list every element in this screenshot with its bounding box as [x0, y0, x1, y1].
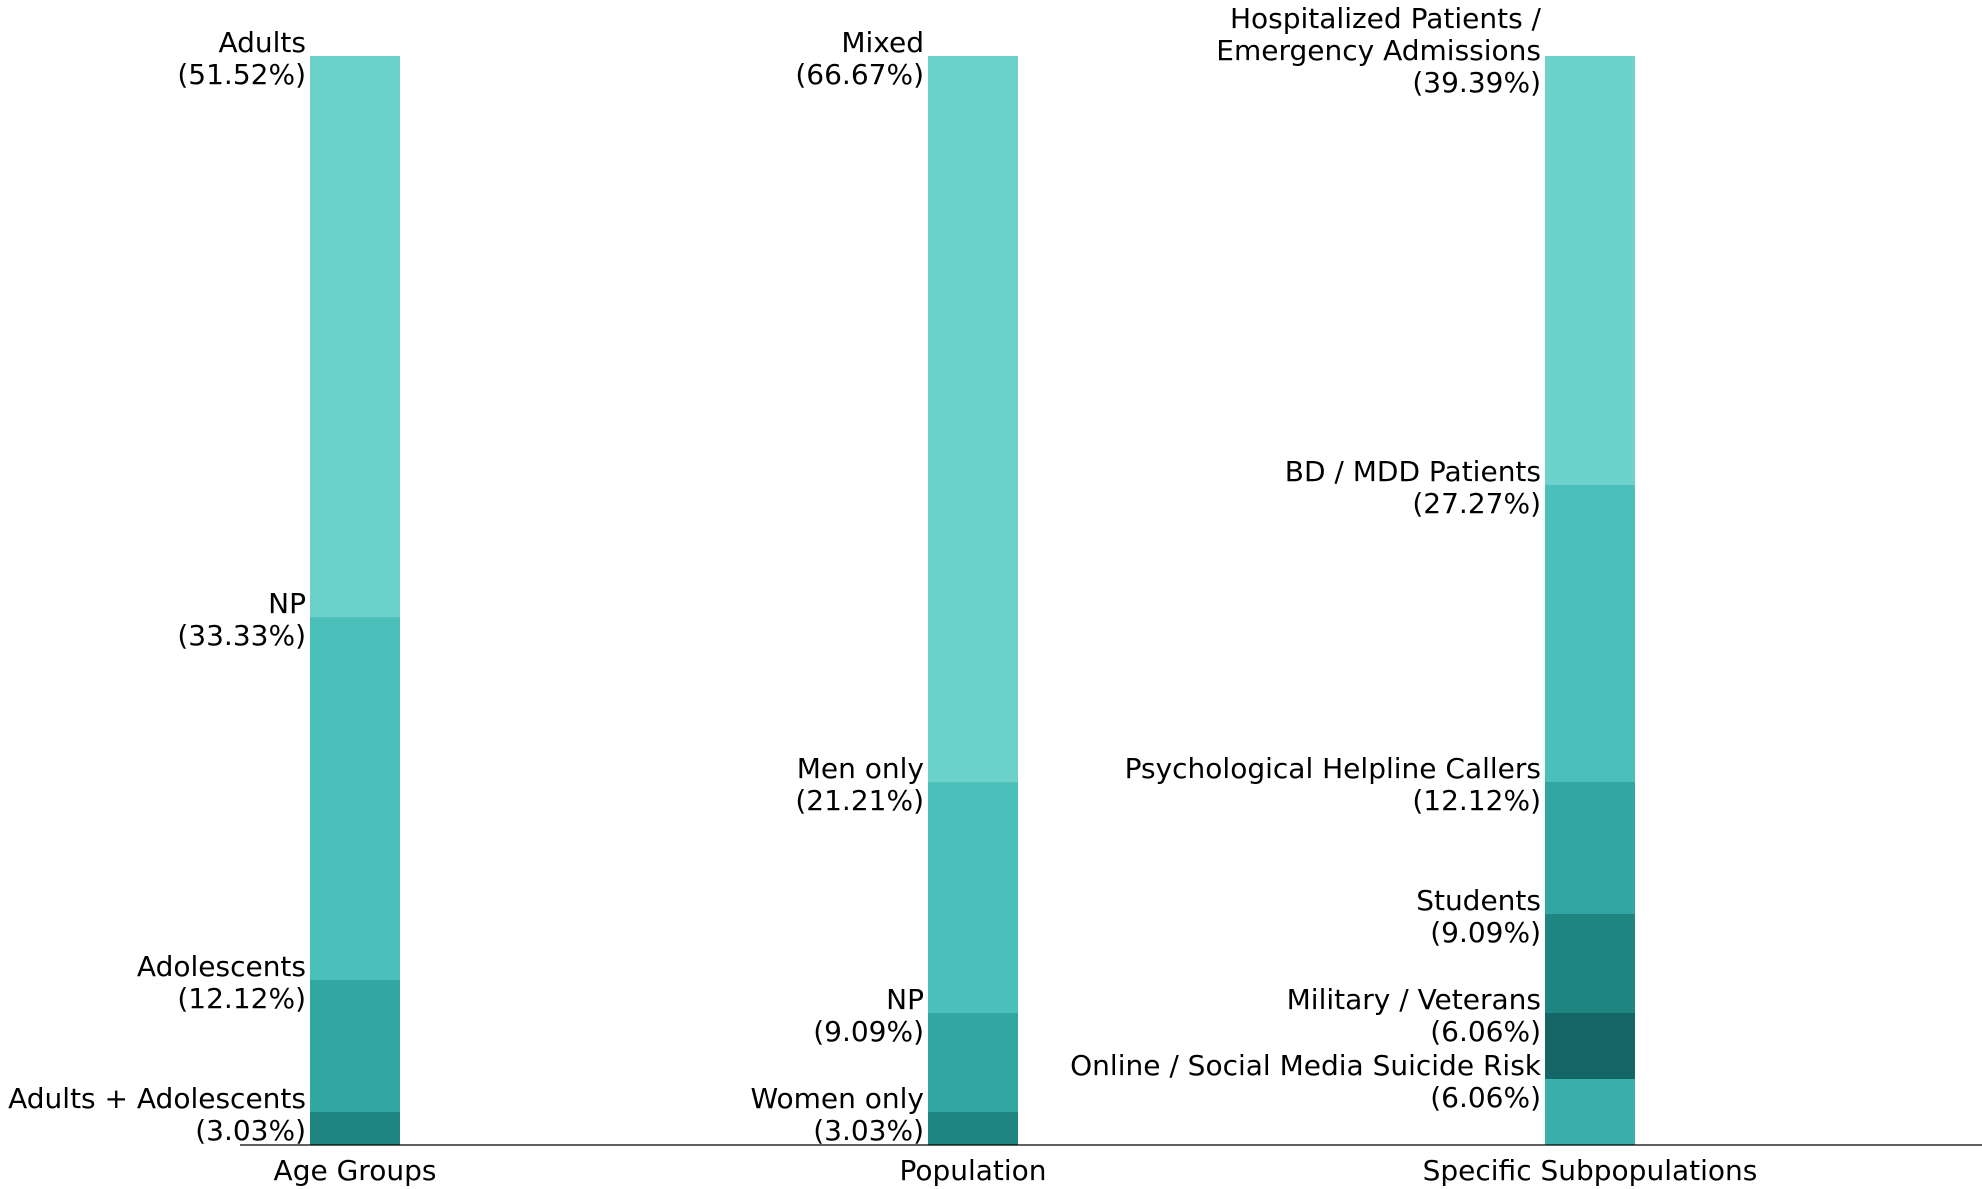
segment-percent-text: (9.09%)	[813, 1015, 924, 1048]
bar-segment-specific-subpopulations-students	[1545, 914, 1635, 1013]
category-label-age-groups: Age Groups	[274, 1154, 437, 1187]
bar-segment-population-mixed	[928, 56, 1018, 783]
segment-percent-text: (66.67%)	[795, 58, 924, 91]
segment-percent-text: (51.52%)	[177, 58, 306, 91]
segment-label-population-women-only: Women only(3.03%)	[750, 1082, 924, 1147]
segment-label-age-groups-adolescents: Adolescents(12.12%)	[137, 950, 306, 1015]
category-label-specific-subpopulations: Specific Subpopulations	[1423, 1154, 1758, 1187]
segment-percent-text: (21.21%)	[795, 784, 924, 817]
bar-segment-age-groups-adults	[310, 56, 400, 618]
bar-segment-specific-subpopulations-bd-mdd-patients	[1545, 485, 1635, 782]
bar-segment-age-groups-adults-adolescents	[310, 1112, 400, 1145]
segment-name-text: Emergency Admissions	[1216, 34, 1541, 67]
segment-name-text: Psychological Helpline Callers	[1125, 752, 1541, 785]
segment-percent-text: (12.12%)	[1412, 784, 1541, 817]
bars-layer	[310, 56, 1635, 1145]
segment-name-text: Men only	[797, 752, 924, 785]
bar-segment-population-men-only	[928, 782, 1018, 1014]
segment-percent-text: (33.33%)	[177, 619, 306, 652]
segment-name-text: Military / Veterans	[1287, 983, 1541, 1016]
labels-layer: Adults + Adolescents(3.03%)Adolescents(1…	[8, 2, 1757, 1187]
segment-label-specific-subpopulations-bd-mdd-patients: BD / MDD Patients(27.27%)	[1285, 455, 1541, 520]
segment-name-text: Students	[1416, 884, 1541, 917]
segment-percent-text: (3.03%)	[813, 1114, 924, 1147]
segment-name-text: Mixed	[841, 26, 924, 59]
segment-name-text: NP	[268, 587, 306, 620]
segment-label-specific-subpopulations-hospitalized-patients-emergency-admissions: Hospitalized Patients /Emergency Admissi…	[1216, 2, 1541, 99]
segment-name-text: Hospitalized Patients /	[1230, 2, 1542, 35]
segment-name-text: BD / MDD Patients	[1285, 455, 1541, 488]
segment-percent-text: (27.27%)	[1412, 487, 1541, 520]
segment-label-population-men-only: Men only(21.21%)	[795, 752, 924, 817]
bar-segment-population-women-only	[928, 1112, 1018, 1145]
segment-label-specific-subpopulations-students: Students(9.09%)	[1416, 884, 1541, 949]
segment-percent-text: (3.03%)	[195, 1114, 306, 1147]
bar-segment-population-np	[928, 1013, 1018, 1113]
bar-segment-specific-subpopulations-military-veterans	[1545, 1013, 1635, 1079]
bar-segment-age-groups-adolescents	[310, 980, 400, 1113]
category-label-population: Population	[899, 1154, 1046, 1187]
segment-name-text: Online / Social Media Suicide Risk	[1070, 1049, 1542, 1082]
segment-name-text: Adolescents	[137, 950, 306, 983]
segment-name-text: Adults + Adolescents	[8, 1082, 306, 1115]
segment-label-population-mixed: Mixed(66.67%)	[795, 26, 924, 91]
segment-label-age-groups-np: NP(33.33%)	[177, 587, 306, 652]
segment-label-specific-subpopulations-online-social-media-suicide-risk: Online / Social Media Suicide Risk(6.06%…	[1070, 1049, 1542, 1114]
segment-percent-text: (12.12%)	[177, 982, 306, 1015]
segment-label-age-groups-adults-adolescents: Adults + Adolescents(3.03%)	[8, 1082, 306, 1147]
segment-label-specific-subpopulations-psychological-helpline-callers: Psychological Helpline Callers(12.12%)	[1125, 752, 1541, 817]
bar-segment-specific-subpopulations-psychological-helpline-callers	[1545, 782, 1635, 914]
bar-segment-age-groups-np	[310, 617, 400, 981]
segment-label-specific-subpopulations-military-veterans: Military / Veterans(6.06%)	[1287, 983, 1541, 1048]
segment-percent-text: (6.06%)	[1430, 1015, 1541, 1048]
segment-label-population-np: NP(9.09%)	[813, 983, 924, 1048]
bar-segment-specific-subpopulations-online-social-media-suicide-risk	[1545, 1079, 1635, 1145]
segment-percent-text: (6.06%)	[1430, 1081, 1541, 1114]
segment-name-text: Women only	[750, 1082, 924, 1115]
segment-label-age-groups-adults: Adults(51.52%)	[177, 26, 306, 91]
segment-percent-text: (39.39%)	[1412, 66, 1541, 99]
bar-segment-specific-subpopulations-hospitalized-patients-emergency-admissions	[1545, 56, 1635, 485]
segment-percent-text: (9.09%)	[1430, 916, 1541, 949]
segment-name-text: NP	[886, 983, 924, 1016]
segment-name-text: Adults	[218, 26, 306, 59]
